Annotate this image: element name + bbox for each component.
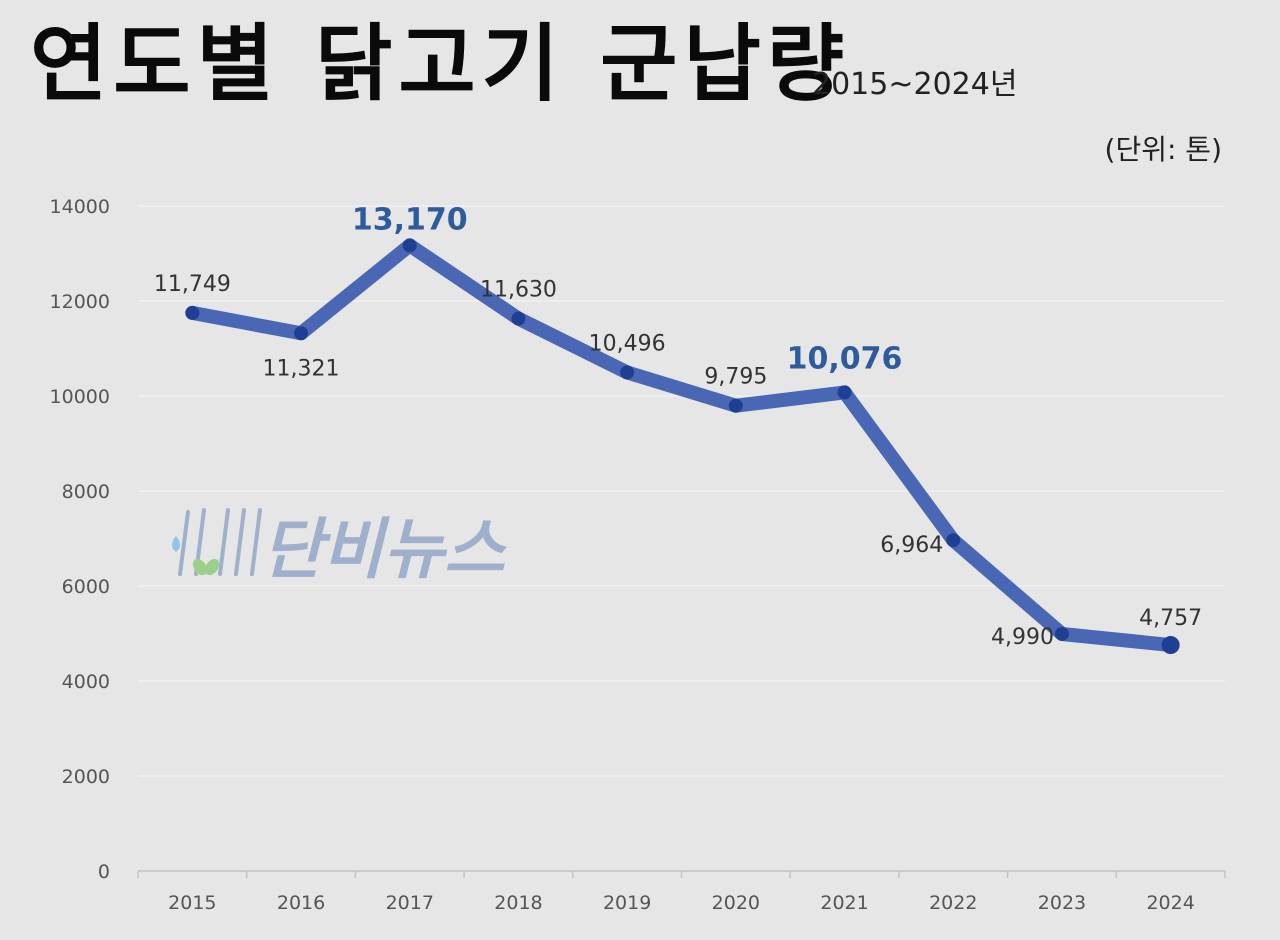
series-line-path	[185, 238, 1178, 653]
data-label: 4,757	[1139, 606, 1202, 631]
data-points	[185, 238, 1180, 655]
data-point	[728, 398, 743, 413]
x-tick-label: 2024	[1146, 892, 1194, 914]
x-tick-label: 2017	[386, 892, 434, 914]
unit-label: (단위: 톤)	[1104, 133, 1222, 166]
data-point	[1054, 626, 1069, 641]
data-label-highlight: 10,076	[787, 341, 903, 376]
data-point	[294, 326, 309, 341]
series-line	[185, 238, 1178, 653]
x-tick-label: 2020	[712, 892, 760, 914]
data-point	[620, 365, 635, 380]
x-tick-label: 2021	[820, 892, 868, 914]
data-point	[511, 311, 526, 326]
x-tick-label: 2019	[603, 892, 651, 914]
data-label: 11,749	[154, 272, 231, 297]
y-tick-label: 4000	[62, 671, 110, 693]
x-tick-label: 2015	[168, 892, 216, 914]
x-tick-label: 2016	[277, 892, 325, 914]
y-tick-label: 6000	[62, 576, 110, 598]
chart-title: 연도별 닭고기 군납량	[30, 15, 851, 113]
data-label: 11,630	[480, 278, 557, 303]
chart-subtitle: 2015~2024년	[812, 67, 1018, 102]
data-point	[402, 238, 417, 253]
x-tick-label: 2022	[929, 892, 977, 914]
watermark: 단비뉴스	[172, 508, 507, 588]
data-label: 4,990	[991, 625, 1054, 650]
watermark-text: 단비뉴스	[262, 511, 507, 588]
y-tick-label: 8000	[62, 481, 110, 503]
watermark-logo-icon	[172, 508, 262, 576]
data-point	[837, 385, 852, 400]
y-tick-label: 2000	[62, 766, 110, 788]
data-point	[185, 305, 200, 320]
y-tick-label: 14000	[50, 196, 110, 218]
y-tick-label: 0	[98, 861, 110, 883]
axes: 0 2000 4000 6000 8000 10000 12000 14000 2015 2016…	[50, 196, 1226, 914]
data-labels: 11,749 11,321 13,170 11,630 10,496 9,795 10,07…	[154, 202, 1202, 650]
data-label: 10,496	[589, 331, 666, 356]
x-tick-label: 2018	[494, 892, 542, 914]
y-tick-label: 10000	[50, 386, 110, 408]
y-tick-label: 12000	[50, 291, 110, 313]
data-label: 6,964	[880, 533, 943, 558]
data-label: 11,321	[263, 356, 340, 381]
data-label: 9,795	[704, 365, 767, 390]
data-label-highlight: 13,170	[352, 202, 468, 237]
data-point	[1161, 636, 1180, 655]
data-point	[946, 533, 961, 548]
x-tick-label: 2023	[1038, 892, 1086, 914]
grid-lines	[138, 205, 1225, 777]
